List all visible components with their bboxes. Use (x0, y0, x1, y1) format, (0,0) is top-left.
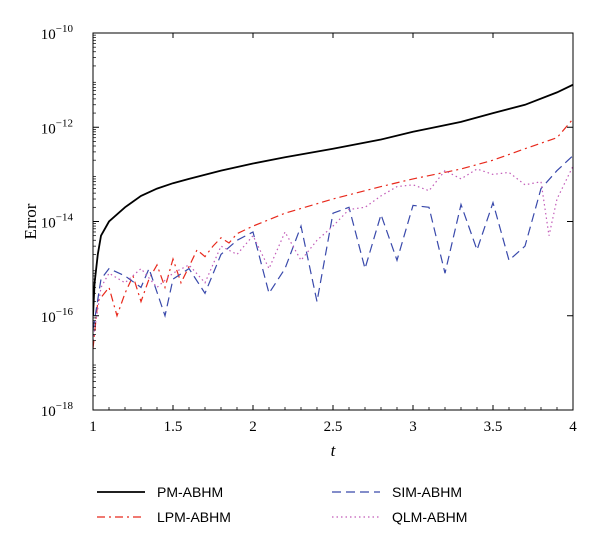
x-tick-label: 1 (89, 419, 97, 435)
y-tick-label: 10−12 (41, 117, 73, 137)
legend: PM-ABHM LPM-ABHM SIM-ABHM QLM-ABHM (97, 484, 467, 525)
y-tick-label: 10−10 (41, 23, 74, 43)
x-tick-label: 2 (249, 419, 257, 435)
legend-item-1: PM-ABHM (97, 484, 223, 500)
legend-item-4: QLM-ABHM (332, 509, 467, 525)
series-line-3 (93, 155, 573, 330)
legend-label: PM-ABHM (157, 484, 223, 500)
x-axis-title: t (331, 441, 337, 460)
y-tick-label: 10−16 (41, 306, 74, 326)
plot-frame (92, 32, 574, 411)
legend-item-2: LPM-ABHM (97, 509, 231, 525)
plot-area (93, 83, 573, 349)
series-line-1 (93, 83, 573, 316)
legend-label: QLM-ABHM (392, 509, 467, 525)
legend-label: SIM-ABHM (392, 484, 462, 500)
x-tick-label: 2.5 (324, 419, 343, 435)
x-tick-label: 4 (569, 419, 577, 435)
y-axis-title: Error (21, 203, 40, 239)
series-line-2 (93, 118, 573, 349)
x-tick-label: 1.5 (164, 419, 183, 435)
y-tick-label: 10−18 (41, 400, 74, 420)
x-tick-label: 3.5 (484, 419, 503, 435)
y-tick-label: 10−14 (41, 212, 74, 232)
series-line-4 (93, 165, 573, 341)
legend-item-3: SIM-ABHM (332, 484, 462, 500)
axes: 1 1.5 2 2.5 3 3.5 4 10−10 10−12 10−14 10−16 10−18 t E… (21, 23, 577, 460)
legend-label: LPM-ABHM (157, 509, 231, 525)
x-tick-label: 3 (409, 419, 417, 435)
